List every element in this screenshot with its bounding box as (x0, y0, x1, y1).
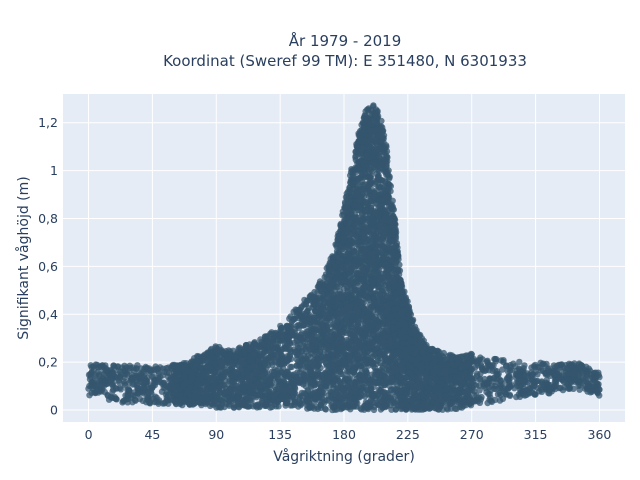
scatter-point (502, 390, 510, 398)
scatter-point (113, 385, 120, 392)
scatter-point (452, 380, 459, 388)
scatter-point (288, 363, 295, 371)
scatter-point (478, 393, 485, 401)
scatter-point (158, 388, 166, 395)
chart-title-line-1: År 1979 - 2019 (289, 31, 402, 50)
scatter-point (503, 362, 510, 370)
scatter-point (169, 390, 177, 397)
scatter-point (110, 362, 117, 369)
scatter-point (322, 406, 330, 413)
scatter-point (491, 367, 499, 374)
scatter-point (261, 374, 268, 382)
scatter-point (440, 349, 447, 357)
scatter-point (121, 362, 128, 369)
scatter-point (105, 396, 113, 403)
scatter-point (557, 384, 564, 392)
scatter-point (136, 395, 144, 403)
scatter-point (494, 391, 502, 398)
scatter-point (570, 385, 577, 392)
scatter-points (85, 102, 603, 414)
scatter-point (372, 200, 379, 207)
scatter-point (521, 362, 528, 369)
scatter-point (212, 343, 219, 350)
scatter-point (499, 395, 507, 402)
chart-title-line-2: Koordinat (Sweref 99 TM): E 351480, N 63… (163, 52, 527, 70)
scatter-point (295, 324, 303, 332)
scatter-point (483, 388, 490, 396)
scatter-point (476, 387, 483, 394)
scatter-point (374, 337, 381, 344)
scatter-point (386, 173, 393, 180)
scatter-point (267, 404, 274, 411)
